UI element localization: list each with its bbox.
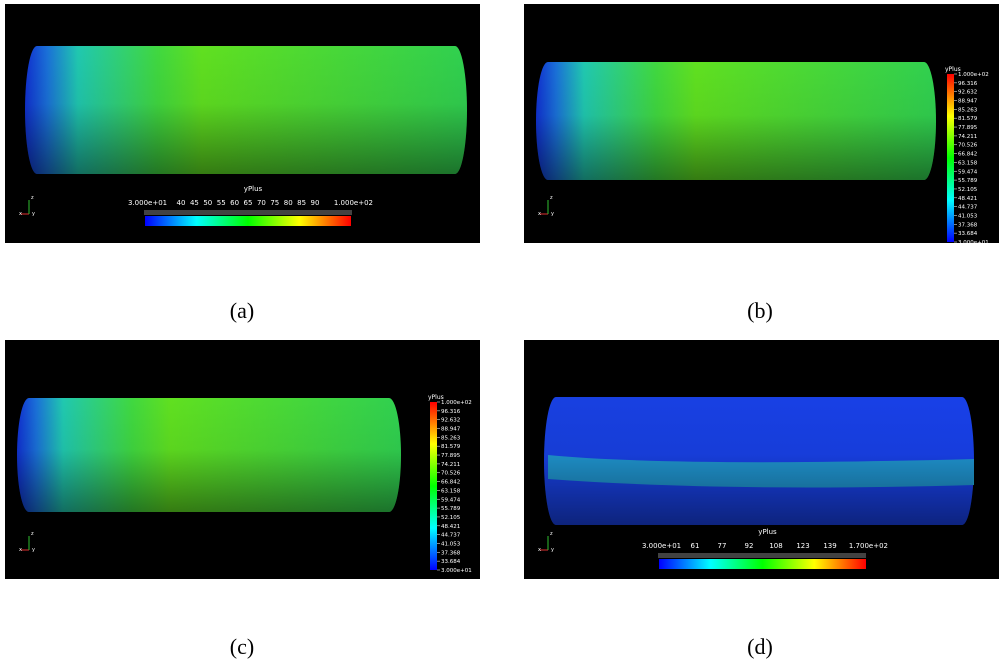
colorbar (430, 402, 437, 570)
colorbar-label: 48.421 (958, 196, 977, 202)
render: x y z yPlus 3.000e+01 61 77 92 108 123 139 1.700e+0… (538, 397, 974, 569)
colorbar-label: 80 (284, 199, 293, 207)
axis-label: z (31, 195, 34, 201)
axis-label: x (538, 547, 541, 553)
axis-label: y (32, 211, 35, 217)
colorbar-label: 74.211 (441, 462, 460, 468)
caption: (b) (747, 298, 773, 323)
colorbar-label: 1.000e+02 (958, 72, 989, 78)
colorbar-label: 92.632 (958, 90, 977, 96)
colorbar-label: 123 (796, 542, 809, 550)
colorbar (145, 216, 351, 226)
colorbar (947, 74, 954, 242)
colorbar-title: yPlus (758, 528, 777, 536)
axis-label: z (550, 531, 553, 537)
colorbar-label: 3.000e+01 (128, 199, 167, 207)
colorbar-label: 77 (718, 542, 727, 550)
caption: (a) (229, 298, 255, 323)
render-panel: x y z yPlus 1.000e+02 96.316 92.632 88.947 85.26… (524, 4, 999, 246)
colorbar-label: 85.263 (958, 107, 978, 113)
colorbar-label: 37.368 (441, 550, 461, 556)
cylinder-shade (544, 397, 974, 525)
cylinder-shade (25, 46, 467, 174)
cylinder-shade (17, 398, 401, 512)
colorbar-label: 88.947 (958, 99, 978, 105)
colorbar-label: 45 (190, 199, 199, 207)
colorbar-label: 92 (745, 542, 754, 550)
colorbar-label: 44.737 (441, 533, 461, 539)
colorbar-label: 92.632 (441, 418, 460, 424)
colorbar-label: 66.842 (958, 152, 977, 158)
colorbar-label: 33.684 (958, 231, 978, 237)
colorbar-label: 3.000e+01 (958, 240, 989, 243)
colorbar-label: 1.000e+02 (334, 199, 373, 207)
colorbar-label: 1.700e+02 (849, 542, 888, 550)
colorbar-label: 63.158 (441, 488, 461, 494)
colorbar-label: 48.421 (441, 524, 460, 530)
axis-label: x (19, 211, 22, 217)
colorbar-label: 63.158 (958, 160, 978, 166)
axis-label: x (19, 547, 22, 553)
colorbar-label: 65 (244, 199, 253, 207)
axis-label: z (550, 195, 553, 201)
colorbar-label: 81.579 (441, 444, 461, 450)
colorbar-label: 77.895 (958, 125, 978, 131)
axis-label: y (551, 547, 554, 553)
colorbar-label: 55 (217, 199, 226, 207)
colorbar-label: 41.053 (958, 213, 978, 219)
colorbar-label: 44.737 (958, 205, 978, 211)
colorbar-label: 60 (230, 199, 239, 207)
colorbar-label: 50 (203, 199, 212, 207)
colorbar-label: 3.000e+01 (642, 542, 681, 550)
colorbar-label: 52.105 (958, 187, 978, 193)
render: x y z yPlus 3.000e+01 40 45 50 55 60 65 70 75 80 85 90 1… (19, 46, 467, 226)
colorbar-title: yPlus (244, 185, 263, 193)
axis-label: z (31, 531, 34, 537)
colorbar-label: 90 (311, 199, 320, 207)
render-panel: x y z yPlus 3.000e+01 61 77 92 108 123 139 1.700e+0… (524, 340, 999, 579)
cylinder-shade (536, 62, 936, 180)
colorbar-label: 70.526 (958, 143, 978, 149)
colorbar-label: 37.368 (958, 222, 978, 228)
colorbar-label: 59.474 (958, 169, 978, 175)
colorbar-label: 85.263 (441, 435, 461, 441)
colorbar-label: 96.316 (441, 409, 461, 415)
colorbar-label: 1.000e+02 (441, 400, 472, 406)
colorbar-title: yPlus (945, 66, 961, 73)
render-panel: x y z yPlus 1.000e+02 96.316 92.632 88.947 85.26… (5, 340, 480, 579)
caption: (c) (229, 634, 255, 659)
colorbar-label: 40 (177, 199, 186, 207)
colorbar-label: 33.684 (441, 559, 461, 565)
colorbar-label: 59.474 (441, 497, 461, 503)
colorbar-label: 61 (691, 542, 700, 550)
colorbar-label: 85 (297, 199, 306, 207)
colorbar-label: 81.579 (958, 116, 978, 122)
colorbar-label: 139 (823, 542, 836, 550)
colorbar-label: 70 (257, 199, 266, 207)
colorbar-label: 96.316 (958, 81, 978, 87)
colorbar-label: 55.789 (441, 506, 461, 512)
caption: (d) (747, 634, 773, 659)
render-panel: x y z yPlus 3.000e+01 40 45 50 55 60 65 70 75 80 85 90 1… (5, 4, 480, 243)
colorbar-label: 3.000e+01 (441, 568, 472, 574)
colorbar (659, 559, 866, 569)
colorbar-label: 74.211 (958, 134, 977, 140)
colorbar-label: 41.053 (441, 541, 461, 547)
colorbar-label: 88.947 (441, 427, 461, 433)
colorbar-label: 55.789 (958, 178, 978, 184)
colorbar-label: 52.105 (441, 515, 461, 521)
colorbar-label: 108 (769, 542, 782, 550)
colorbar-label: 77.895 (441, 453, 461, 459)
axis-label: x (538, 211, 541, 217)
colorbar-label: 66.842 (441, 480, 460, 486)
colorbar-title: yPlus (428, 394, 444, 401)
colorbar-label: 75 (270, 199, 279, 207)
colorbar-label: 70.526 (441, 471, 461, 477)
axis-label: y (551, 211, 554, 217)
axis-label: y (32, 547, 35, 553)
